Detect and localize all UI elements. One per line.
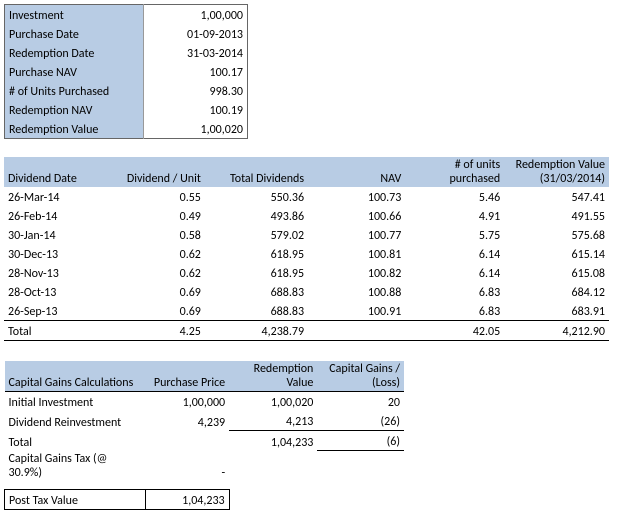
hdr-redemption-value: Redemption Value	[229, 361, 317, 392]
hdr-units-purchased: # of units purchased	[405, 157, 504, 187]
cell-div-unit: 0.58	[102, 225, 205, 244]
dividend-table: Dividend Date Dividend / Unit Total Divi…	[4, 157, 609, 341]
cell-total-div: 550.36	[205, 187, 308, 206]
cell-nav: 100.91	[308, 301, 405, 321]
summary-label: Purchase NAV	[5, 62, 144, 81]
cell-nav: 100.73	[308, 187, 405, 206]
cell-date: 28-Oct-13	[4, 282, 102, 301]
cell-div-unit: 0.62	[102, 244, 205, 263]
hdr-purchase-price: Purchase Price	[146, 361, 229, 392]
hdr-redemption-value: Redemption Value (31/03/2014)	[504, 157, 609, 187]
cell-total-div: 493.86	[205, 206, 308, 225]
cell-date: 30-Jan-14	[4, 225, 102, 244]
dividend-row: 26-Mar-140.55550.36100.735.46547.41	[4, 187, 609, 206]
cell-units: 5.75	[405, 225, 504, 244]
cell-total-div: 688.83	[205, 301, 308, 321]
cg-gain: 20	[317, 392, 404, 412]
cell-units: 6.83	[405, 301, 504, 321]
dividend-total-row: Total 4.25 4,238.79 42.05 4,212.90	[4, 321, 609, 341]
cg-tax-row: Capital Gains Tax (@ 30.9%) -	[5, 451, 405, 481]
cell-units: 5.46	[405, 187, 504, 206]
hdr-dividend-unit: Dividend / Unit	[102, 157, 205, 187]
summary-label: Redemption Date	[5, 43, 144, 62]
cell-date: 26-Feb-14	[4, 206, 102, 225]
cg-redemption: 1,00,020	[229, 392, 317, 412]
summary-label: Purchase Date	[5, 24, 144, 43]
summary-value: 100.17	[144, 62, 248, 81]
summary-label: Investment	[5, 5, 144, 25]
summary-row: Investment1,00,000	[5, 5, 248, 25]
cell-nav: 100.81	[308, 244, 405, 263]
summary-value: 01-09-2013	[144, 24, 248, 43]
dividend-row: 26-Feb-140.49493.86100.664.91491.55	[4, 206, 609, 225]
summary-row: Redemption Value1,00,020	[5, 119, 248, 139]
summary-value: 31-03-2014	[144, 43, 248, 62]
summary-value: 998.30	[144, 81, 248, 100]
cell-units: 6.14	[405, 244, 504, 263]
cell-redemption: 684.12	[504, 282, 609, 301]
cg-row: Dividend Reinvestment4,2394,213(26)	[5, 411, 405, 431]
dividend-row: 28-Nov-130.62618.95100.826.14615.08	[4, 263, 609, 282]
cell-redemption: 491.55	[504, 206, 609, 225]
cell-redemption: 615.14	[504, 244, 609, 263]
cell-redemption: 547.41	[504, 187, 609, 206]
summary-row: Redemption NAV100.19	[5, 100, 248, 119]
cg-row: Initial Investment1,00,0001,00,02020	[5, 392, 405, 412]
cell-redemption: 575.68	[504, 225, 609, 244]
cg-redemption: 4,213	[229, 411, 317, 431]
summary-value: 1,00,000	[144, 5, 248, 25]
summary-label: # of Units Purchased	[5, 81, 144, 100]
cg-label: Dividend Reinvestment	[5, 411, 146, 431]
dividend-row: 28-Oct-130.69688.83100.886.83684.12	[4, 282, 609, 301]
cell-date: 28-Nov-13	[4, 263, 102, 282]
cell-total-div: 688.83	[205, 282, 308, 301]
cell-nav: 100.66	[308, 206, 405, 225]
cg-label: Initial Investment	[5, 392, 146, 412]
capital-gains-table: Capital Gains Calculations Purchase Pric…	[4, 361, 404, 510]
summary-row: Redemption Date31-03-2014	[5, 43, 248, 62]
cell-nav: 100.77	[308, 225, 405, 244]
cell-div-unit: 0.69	[102, 282, 205, 301]
cell-div-unit: 0.69	[102, 301, 205, 321]
cg-purchase: 1,00,000	[146, 392, 229, 412]
cg-total-row: Total 1,04,233 (6)	[5, 431, 405, 451]
hdr-total-dividends: Total Dividends	[205, 157, 308, 187]
cell-div-unit: 0.62	[102, 263, 205, 282]
dividend-row: 30-Jan-140.58579.02100.775.75575.68	[4, 225, 609, 244]
dividend-row: 26-Sep-130.69688.83100.916.83683.91	[4, 301, 609, 321]
cg-gain: (26)	[317, 411, 404, 431]
hdr-capital-gains: Capital Gains / (Loss)	[317, 361, 404, 392]
cg-purchase: 4,239	[146, 411, 229, 431]
cell-date: 26-Mar-14	[4, 187, 102, 206]
cell-div-unit: 0.55	[102, 187, 205, 206]
summary-row: Purchase Date01-09-2013	[5, 24, 248, 43]
summary-row: Purchase NAV100.17	[5, 62, 248, 81]
cell-nav: 100.82	[308, 263, 405, 282]
cell-units: 6.14	[405, 263, 504, 282]
cell-total-div: 618.95	[205, 244, 308, 263]
cell-units: 4.91	[405, 206, 504, 225]
cell-total-div: 618.95	[205, 263, 308, 282]
hdr-dividend-date: Dividend Date	[4, 157, 102, 187]
summary-label: Redemption NAV	[5, 100, 144, 119]
post-tax-row: Post Tax Value 1,04,233	[5, 489, 405, 509]
summary-value: 100.19	[144, 100, 248, 119]
cell-nav: 100.88	[308, 282, 405, 301]
summary-label: Redemption Value	[5, 119, 144, 139]
cell-redemption: 615.08	[504, 263, 609, 282]
hdr-cg-calc: Capital Gains Calculations	[5, 361, 146, 392]
investment-summary-table: Investment1,00,000Purchase Date01-09-201…	[4, 4, 248, 139]
cell-units: 6.83	[405, 282, 504, 301]
cell-div-unit: 0.49	[102, 206, 205, 225]
summary-value: 1,00,020	[144, 119, 248, 139]
summary-row: # of Units Purchased998.30	[5, 81, 248, 100]
cell-date: 30-Dec-13	[4, 244, 102, 263]
hdr-nav: NAV	[308, 157, 405, 187]
cell-redemption: 683.91	[504, 301, 609, 321]
dividend-row: 30-Dec-130.62618.95100.816.14615.14	[4, 244, 609, 263]
cell-total-div: 579.02	[205, 225, 308, 244]
cell-date: 26-Sep-13	[4, 301, 102, 321]
